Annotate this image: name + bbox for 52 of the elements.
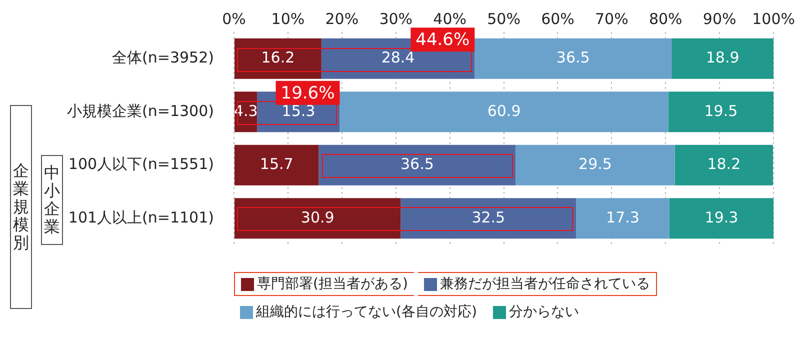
- text: 中小企業: [41, 155, 63, 245]
- legend-label: 分からない: [508, 303, 579, 321]
- x-tick-label: 10%: [271, 10, 305, 28]
- bar: [234, 144, 319, 186]
- data-label: 36.5: [556, 48, 590, 67]
- data-label: 18.9: [706, 48, 740, 67]
- bar: [672, 38, 774, 79]
- x-tick-label: 70%: [595, 10, 628, 28]
- x-tick-label: 80%: [648, 10, 682, 28]
- annotation: 19.6%: [280, 83, 335, 104]
- data-label: 30.9: [300, 208, 334, 226]
- bar: [234, 38, 322, 79]
- x-tick-label: 90%: [702, 10, 736, 28]
- data-label: 19.3: [704, 208, 738, 226]
- text: 企業規模別: [10, 105, 32, 309]
- x-tick-label: 30%: [379, 10, 413, 28]
- legend-label: 専門部署(担当者がある): [257, 275, 408, 293]
- data-label: 16.2: [261, 48, 295, 67]
- x-tick-label: 40%: [433, 10, 466, 28]
- bar: [318, 144, 516, 186]
- data-label: 28.4: [381, 48, 415, 67]
- x-tick-label: 20%: [325, 10, 359, 28]
- y-tick-label: 101人以上(n=1101): [68, 208, 214, 226]
- data-label: 15.7: [260, 155, 294, 174]
- data-label: 17.3: [606, 208, 640, 226]
- data-label: 36.5: [400, 155, 434, 174]
- bar: [516, 144, 675, 186]
- bar: [400, 198, 576, 239]
- x-tick-label: 60%: [541, 10, 574, 28]
- data-label: 60.9: [487, 102, 521, 120]
- bar: [674, 144, 774, 186]
- bar: [669, 198, 774, 239]
- x-tick-label: 100%: [752, 10, 796, 28]
- bar: [474, 38, 672, 79]
- data-label: 32.5: [472, 208, 506, 226]
- legend-label: 組織的には行ってない(各自の対応): [256, 303, 477, 321]
- bar: [576, 198, 670, 239]
- data-label: 18.2: [707, 155, 741, 174]
- x-tick-label: 0%: [222, 10, 246, 28]
- data-label: 19.5: [704, 102, 738, 120]
- x-tick-label: 50%: [487, 10, 520, 28]
- data-label: 29.5: [578, 155, 612, 174]
- data-label: 15.3: [282, 102, 316, 120]
- bar: [340, 92, 668, 132]
- bar: [668, 92, 774, 132]
- annotation: 44.6%: [416, 30, 470, 50]
- y-tick-label: 全体(n=3952): [112, 48, 214, 67]
- bar: [234, 198, 401, 239]
- legend-label: 兼務だが担当者が任命されている: [440, 275, 650, 293]
- y-tick-label: 100人以下(n=1551): [68, 155, 214, 174]
- data-label: 4.3: [234, 102, 258, 120]
- y-tick-label: 小規模企業(n=1300): [67, 102, 214, 120]
